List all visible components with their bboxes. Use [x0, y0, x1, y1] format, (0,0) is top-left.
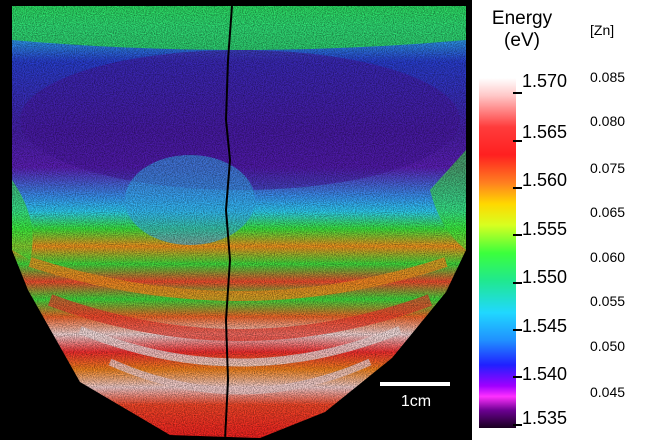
zn-label: 0.055 [590, 293, 626, 309]
energy-label: 1.545 [522, 316, 568, 336]
zn-label: 0.045 [590, 384, 626, 400]
energy-title-line2: (eV) [504, 30, 540, 51]
zn-label: 0.075 [590, 160, 626, 176]
zn-label: 0.080 [590, 113, 626, 129]
colorbar-tick [513, 376, 522, 378]
zn-label: 0.050 [590, 338, 626, 354]
colorbar-tick [513, 329, 522, 331]
energy-label: 1.540 [522, 364, 568, 384]
energy-colorbar-title: Energy (eV) [478, 8, 566, 52]
energy-title-line1: Energy [491, 8, 553, 29]
zn-label: 0.085 [590, 69, 626, 85]
energy-label: 1.570 [522, 71, 568, 91]
colorbar-tick [513, 282, 522, 284]
energy-label: 1.550 [522, 267, 568, 287]
colorbar-tick [513, 140, 522, 142]
scale-bar-label: 1cm [400, 393, 432, 410]
colorbar-tick [513, 187, 522, 189]
energy-label: 1.565 [522, 122, 568, 142]
colorbar-tick [513, 92, 522, 94]
zn-label: 0.060 [590, 249, 626, 265]
energy-map-panel: 1cm [0, 0, 472, 440]
energy-label: 1.560 [522, 170, 568, 190]
energy-map-image [12, 6, 466, 438]
zn-label: 0.065 [590, 204, 626, 220]
zn-axis-title: [Zn] [590, 22, 615, 38]
energy-colorbar [479, 78, 516, 428]
scale-bar [380, 382, 450, 386]
energy-label: 1.535 [522, 408, 568, 428]
colorbar-tick [513, 424, 522, 426]
colorbar-tick [513, 234, 522, 236]
energy-label: 1.555 [522, 219, 568, 239]
